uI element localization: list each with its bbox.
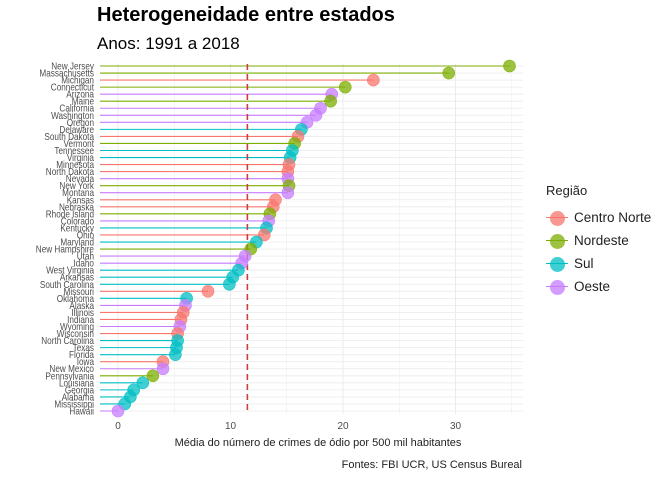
chart-subtitle: Anos: 1991 a 2018 xyxy=(97,34,240,53)
legend-key xyxy=(546,207,568,229)
lollipop-dot xyxy=(146,369,160,383)
y-tick-label: Utah xyxy=(77,251,94,262)
lollipop-dot xyxy=(156,362,170,376)
x-axis-tick-labels: 0 10 20 30 xyxy=(115,421,461,432)
lollipop-dot xyxy=(324,94,337,108)
legend-item: Nordeste xyxy=(546,229,651,252)
legend-key xyxy=(546,230,568,252)
y-tick-label: Hawaii xyxy=(69,406,94,417)
legend-item: Sul xyxy=(546,252,651,275)
lollipop-dots xyxy=(111,59,516,418)
y-tick-label: Arizona xyxy=(66,89,95,100)
y-tick-label: New Jersey xyxy=(51,61,94,72)
legend-key xyxy=(546,276,568,298)
y-tick-label: Delaware xyxy=(59,124,94,135)
y-tick-label: Arkansas xyxy=(60,272,95,283)
y-tick-label: Missouri xyxy=(64,286,94,297)
legend-label: Nordeste xyxy=(574,233,629,248)
y-tick-label: Montana xyxy=(62,187,95,198)
chart-title: Heterogeneidade entre estados xyxy=(97,4,395,26)
y-tick-label: Minnesota xyxy=(56,159,95,170)
y-tick-label: Louisiana xyxy=(59,378,95,389)
y-tick-label: Massachusetts xyxy=(39,68,94,79)
lollipop-dot xyxy=(442,66,456,80)
y-tick-label: Michigan xyxy=(61,75,94,86)
y-tick-label: Tennessee xyxy=(54,145,94,156)
legend-item: Centro Norte xyxy=(546,206,651,229)
lollipop-dot xyxy=(201,285,215,298)
y-tick-label: Kentucky xyxy=(60,223,94,234)
legend-label: Centro Norte xyxy=(574,210,652,225)
x-tick-label: 0 xyxy=(115,421,121,432)
y-tick-label: New York xyxy=(59,180,94,191)
y-tick-label: Oklahoma xyxy=(57,293,95,304)
lollipop-dot xyxy=(257,228,271,242)
legend-key xyxy=(546,253,568,275)
legend: Região Centro Norte Nordeste Sul Oeste xyxy=(546,183,651,298)
y-tick-label: Wyoming xyxy=(60,321,94,332)
y-tick-label: Nevada xyxy=(66,173,95,184)
y-tick-label: Oregon xyxy=(67,117,94,128)
y-tick-label: California xyxy=(59,103,94,114)
y-tick-label: South Carolina xyxy=(40,279,95,290)
y-tick-label: Idaho xyxy=(74,258,94,269)
y-tick-label: Indiana xyxy=(67,314,95,325)
legend-label: Sul xyxy=(574,256,594,271)
y-tick-label: Washington xyxy=(51,110,94,121)
y-tick-label: Vermont xyxy=(64,138,95,149)
y-tick-label: Ohio xyxy=(77,230,94,241)
y-tick-label: New Hampshire xyxy=(36,244,94,255)
x-tick-label: 10 xyxy=(225,421,237,432)
legend-items: Centro Norte Nordeste Sul Oeste xyxy=(546,206,651,298)
y-tick-label: Colorado xyxy=(61,216,94,227)
y-tick-label: Alaska xyxy=(69,300,94,311)
y-tick-label: Nebraska xyxy=(59,202,95,213)
y-tick-label: Pennsylvania xyxy=(45,371,95,382)
y-tick-label: Maryland xyxy=(60,237,94,248)
y-tick-label: West Virginia xyxy=(46,265,95,276)
lollipop-dot xyxy=(309,108,323,122)
lollipop-dot xyxy=(338,80,352,94)
y-tick-label: Iowa xyxy=(77,356,95,367)
y-tick-label: Kansas xyxy=(67,195,95,206)
lollipop-dot xyxy=(136,376,150,390)
y-tick-label: Mississippi xyxy=(54,399,94,410)
y-tick-label: Maine xyxy=(72,96,94,107)
y-tick-label: North Carolina xyxy=(41,335,95,346)
x-axis-title: Média do número de crimes de ódio por 50… xyxy=(174,437,462,449)
y-tick-label: Wisconsin xyxy=(57,328,94,339)
lollipop-dot xyxy=(503,59,516,73)
legend-item: Oeste xyxy=(546,275,651,298)
y-tick-label: Texas xyxy=(73,342,95,353)
lollipop-dot xyxy=(281,186,295,200)
y-tick-label: Connecticut xyxy=(51,82,95,93)
x-tick-label: 20 xyxy=(337,421,349,432)
y-tick-label: Georgia xyxy=(65,385,95,396)
x-tick-label: 30 xyxy=(450,421,462,432)
legend-title: Região xyxy=(546,183,588,198)
y-tick-label: North Dakota xyxy=(46,166,95,177)
y-tick-label: Florida xyxy=(69,349,95,360)
legend-label: Oeste xyxy=(574,279,611,294)
lollipop-dot xyxy=(111,404,125,418)
y-tick-label: Virginia xyxy=(67,152,95,163)
y-tick-label: Rhode Island xyxy=(46,209,94,220)
y-tick-label: Illinois xyxy=(71,307,94,318)
y-tick-label: South Dakota xyxy=(44,131,94,142)
y-tick-label: New Mexico xyxy=(49,364,94,375)
chart-caption: Fontes: FBI UCR, US Census Bureal xyxy=(341,459,522,471)
lollipop-stems xyxy=(100,65,510,412)
y-tick-label: Alabama xyxy=(62,392,95,403)
lollipop-dot xyxy=(367,73,380,87)
y-axis-labels: New JerseyMassachusettsMichiganConnectic… xyxy=(36,61,95,417)
lollipop-dot xyxy=(223,277,236,291)
lollipop-dot xyxy=(169,348,182,361)
